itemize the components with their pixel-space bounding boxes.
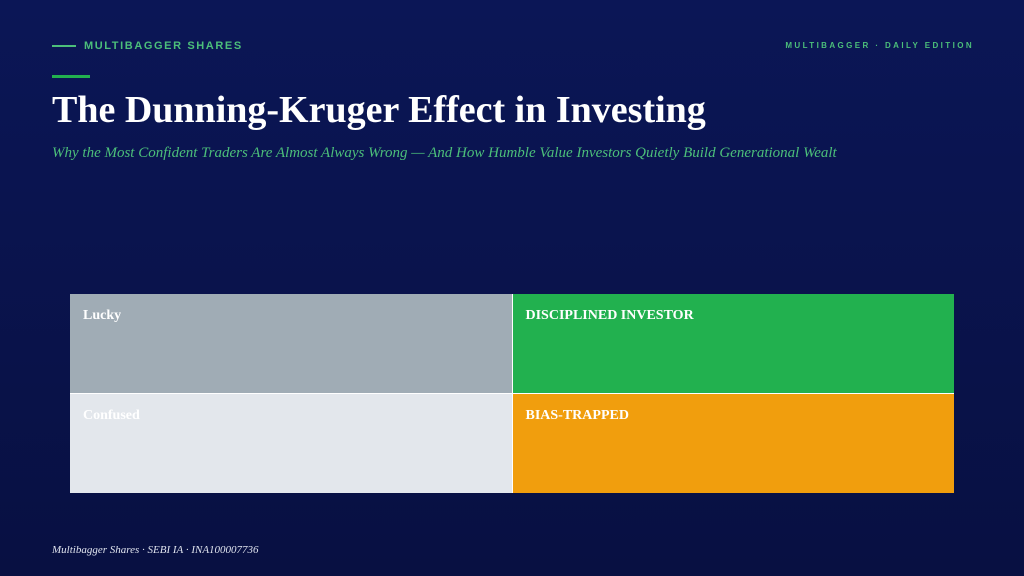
quadrant: DISCIPLINED INVESTOR <box>512 294 954 393</box>
accent-rule <box>52 75 90 78</box>
quadrant: Confused <box>70 394 512 493</box>
footer: Multibagger Shares · SEBI IA · INA100007… <box>52 544 259 556</box>
title: The Dunning-Kruger Effect in Investing <box>52 89 706 131</box>
quadrant: BIAS-TRAPPED <box>512 394 954 493</box>
edition: MULTIBAGGER · DAILY EDITION <box>785 41 974 50</box>
quadrant-grid: Lucky DISCIPLINED INVESTOR Confused BIAS-TR… <box>70 294 954 493</box>
subtitle: Why the Most Confident Traders Are Almos… <box>52 145 837 161</box>
brand: MULTIBAGGER SHARES <box>52 40 243 52</box>
quadrant: Lucky <box>70 294 512 393</box>
